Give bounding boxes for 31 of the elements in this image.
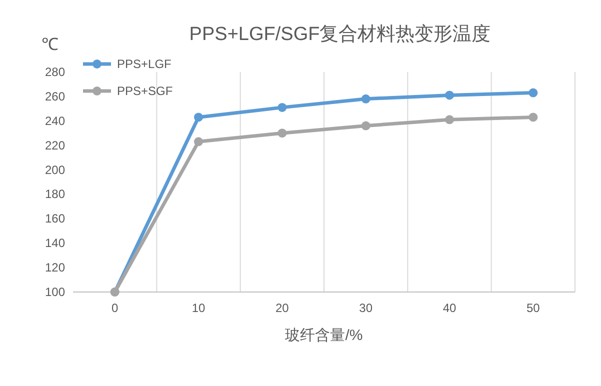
y-tick-label: 160 — [44, 212, 66, 226]
point — [194, 112, 203, 122]
x-axis-title: 玻纤含量/% — [285, 327, 363, 344]
point — [361, 121, 370, 130]
point — [445, 90, 454, 100]
point — [194, 137, 203, 146]
y-tick-label: 140 — [44, 236, 66, 250]
legend-label: PPS+LGF — [117, 57, 172, 71]
point — [528, 112, 538, 122]
x-tick-label: 30 — [359, 301, 373, 315]
y-tick-label: 240 — [44, 114, 66, 128]
y-tick-label: 180 — [44, 187, 66, 202]
y-tick-label: 260 — [44, 89, 66, 104]
point — [361, 94, 370, 104]
point — [278, 102, 287, 112]
y-tick-label: 120 — [44, 260, 66, 275]
y-tick-label: 280 — [44, 65, 66, 79]
y-tick-label: 220 — [44, 138, 66, 152]
x-tick-label: 10 — [192, 301, 206, 315]
y-tick-label: 100 — [44, 285, 66, 299]
x-tick-label: 40 — [442, 301, 456, 315]
chart-title: PPS+LGF/SGF复合材料热变形温度 — [189, 23, 491, 45]
point — [278, 128, 287, 138]
x-tick-label: 0 — [111, 301, 118, 315]
legend-label: PPS+SGF — [117, 84, 173, 98]
point — [528, 88, 538, 98]
x-tick-label: 50 — [526, 301, 540, 315]
x-tick-label: 20 — [275, 301, 290, 315]
point — [445, 115, 454, 124]
y-axis-title: ℃ — [42, 35, 58, 54]
y-tick-label: 200 — [44, 162, 66, 177]
